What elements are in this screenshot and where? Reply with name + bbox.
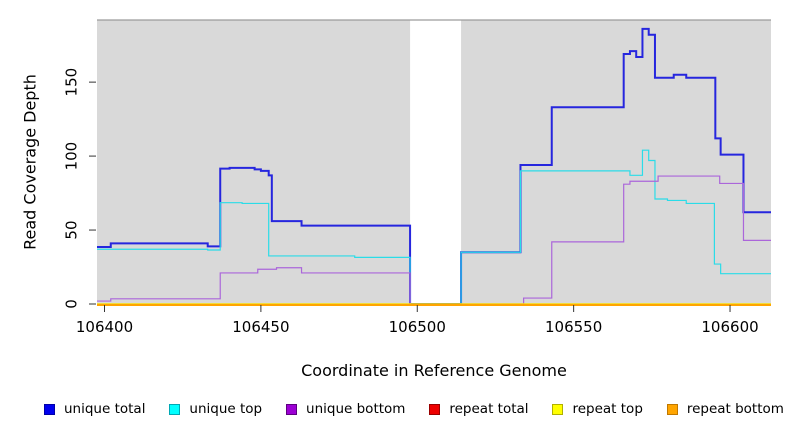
y-tick-label: 0 — [63, 299, 81, 309]
series-unique-top — [97, 149, 771, 305]
plot-layers: 106400 106450 106500 106550 106600 0 50 100 150 — [63, 19, 771, 336]
x-tick-label: 106500 — [389, 318, 446, 336]
legend-label: repeat top — [572, 401, 643, 417]
legend-item-unique-total: unique total — [44, 401, 145, 417]
x-tick-label: 106400 — [76, 318, 133, 336]
repeat-total-swatch-icon — [429, 403, 441, 415]
repeat-bottom-swatch-icon — [666, 403, 678, 415]
legend-label: repeat total — [449, 401, 529, 417]
legend-label: repeat bottom — [686, 401, 784, 417]
x-tick-label: 106450 — [232, 318, 289, 336]
unique-total-swatch-icon — [44, 403, 55, 415]
legend: unique total unique top unique bottom re… — [44, 396, 784, 422]
legend-item-repeat-bottom: repeat bottom — [666, 401, 784, 417]
legend-item-unique-bottom: unique bottom — [286, 401, 405, 417]
y-axis-title: Read Coverage Depth — [20, 74, 40, 250]
legend-item-repeat-top: repeat top — [552, 401, 643, 417]
series-unique-bottom — [97, 175, 771, 305]
legend-item-unique-top: unique top — [169, 401, 262, 417]
legend-label: unique total — [64, 401, 146, 417]
x-tick-label: 106550 — [545, 318, 602, 336]
y-tick-label: 150 — [63, 68, 81, 97]
legend-label: unique bottom — [306, 401, 406, 417]
coverage-gap-region — [410, 20, 462, 304]
series-unique-total — [97, 27, 771, 305]
legend-label: unique top — [189, 401, 263, 417]
y-tick-label: 100 — [63, 142, 81, 171]
x-tick-label: 106600 — [701, 318, 758, 336]
unique-top-swatch-icon — [169, 403, 181, 415]
x-axis-title: Coordinate in Reference Genome — [301, 361, 567, 380]
unique-bottom-swatch-icon — [286, 403, 298, 415]
legend-item-repeat-total: repeat total — [429, 401, 529, 417]
repeat-top-swatch-icon — [552, 403, 564, 415]
y-tick-label: 50 — [63, 220, 81, 239]
plot-area: 106400 106450 106500 106550 106600 0 50 100 150 — [63, 19, 771, 336]
